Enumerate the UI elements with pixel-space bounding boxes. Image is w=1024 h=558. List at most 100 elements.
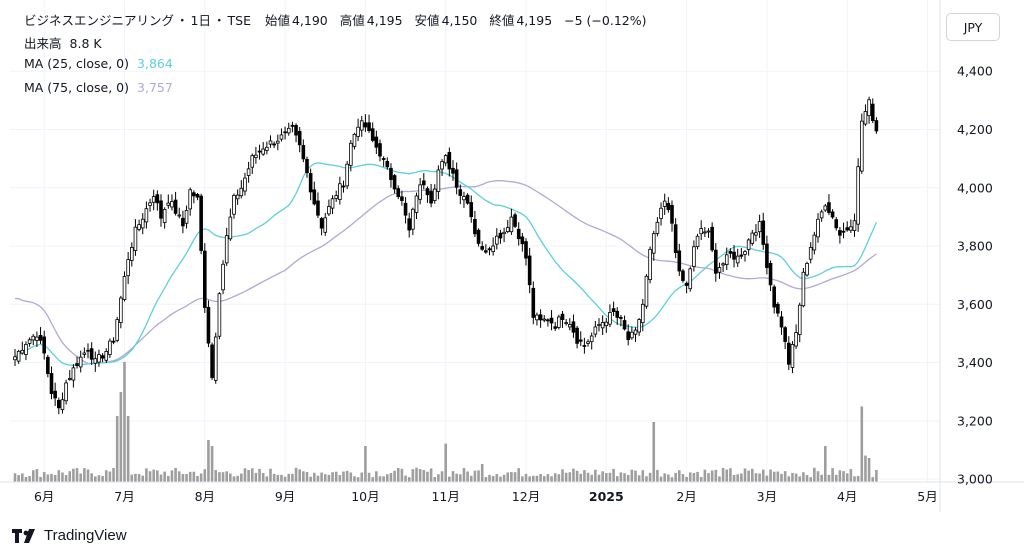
high-value: 4,195	[366, 13, 403, 28]
volume-bar	[521, 476, 524, 482]
volume-bar	[747, 470, 750, 482]
volume-bar	[429, 468, 433, 482]
tradingview-logo[interactable]: TradingView	[12, 527, 127, 544]
price-tick-label: 3,000	[957, 472, 993, 487]
candle-body	[348, 142, 353, 166]
price-tick-label: 4,000	[957, 180, 993, 195]
interval-label[interactable]: 1日	[190, 13, 211, 28]
volume-bar	[375, 471, 378, 482]
volume-bar	[349, 472, 353, 482]
candle-body	[257, 150, 262, 153]
symbol-name[interactable]: ビジネスエンジニアリング	[24, 13, 175, 28]
candle-body	[265, 146, 269, 151]
volume-bar	[232, 476, 236, 482]
candle-body	[367, 122, 371, 132]
legend-ma25[interactable]: MA (25, close, 0) 3,864	[24, 56, 175, 72]
volume-bar	[867, 458, 871, 482]
candle-body	[275, 140, 280, 144]
volume-bar	[411, 469, 415, 482]
candle-body	[491, 245, 495, 252]
volume-bar	[528, 476, 531, 482]
volume-bar	[148, 471, 152, 482]
volume-bar	[703, 469, 707, 482]
volume-bar	[39, 476, 42, 482]
candle-body	[670, 204, 674, 224]
volume-bar	[557, 474, 561, 482]
candle-body	[352, 133, 357, 147]
candle-body	[597, 324, 601, 326]
candle-body	[757, 221, 762, 233]
volume-bar	[783, 471, 787, 482]
candle-body	[177, 214, 182, 217]
candle-body	[768, 262, 773, 286]
volume-bar	[601, 471, 604, 482]
candle-body	[301, 145, 306, 160]
candle-body	[608, 312, 612, 325]
volume-bar	[542, 476, 546, 482]
volume-bar	[648, 472, 652, 482]
candle-body	[108, 340, 112, 355]
volume-bar	[400, 468, 404, 482]
volume-bar	[696, 471, 699, 482]
candle-body	[695, 235, 700, 248]
candle-body	[137, 224, 141, 230]
volume-bar	[261, 472, 265, 482]
legend-volume[interactable]: 出来高 8.8 K	[24, 36, 104, 52]
volume-bar	[572, 468, 575, 482]
candle-body	[794, 332, 798, 347]
volume-bar	[170, 470, 174, 482]
legend-ma75[interactable]: MA (75, close, 0) 3,757	[24, 80, 175, 96]
candle-body	[104, 350, 109, 361]
candle-body	[232, 195, 236, 215]
candle-body	[20, 349, 25, 354]
time-tick-label: 10月	[351, 489, 379, 504]
candle-body	[681, 270, 685, 281]
volume-bar	[302, 471, 305, 482]
candle-body	[370, 128, 375, 141]
candle-body	[841, 230, 846, 233]
volume-bar	[214, 470, 218, 482]
volume-bar	[517, 468, 520, 482]
currency-button[interactable]: JPY	[946, 13, 1000, 41]
volume-bar	[772, 471, 776, 482]
candle-body	[761, 220, 766, 245]
candle-body	[535, 314, 539, 321]
candle-body	[403, 202, 408, 216]
volume-bar	[466, 471, 469, 482]
volume-bar	[469, 475, 473, 482]
volume-bar	[21, 473, 24, 482]
volume-bar	[532, 475, 535, 482]
volume-bar	[276, 474, 280, 482]
high-label: 高値	[339, 13, 365, 28]
candle-body	[494, 235, 499, 245]
volume-bar	[265, 476, 269, 482]
candle-body	[487, 248, 492, 251]
volume-bar	[167, 475, 170, 482]
volume-bar	[254, 472, 258, 482]
candle-body	[243, 177, 247, 192]
volume-bar	[710, 470, 714, 482]
candle-body	[651, 233, 656, 254]
volume-bar	[448, 476, 451, 482]
close-value: 4,195	[516, 13, 553, 28]
candle-body	[327, 206, 331, 215]
volume-bar	[94, 476, 97, 482]
candle-body	[407, 218, 411, 231]
candle-body	[129, 247, 134, 261]
volume-value: 8.8 K	[69, 36, 102, 51]
candle-body	[823, 205, 828, 211]
candle-body	[184, 210, 189, 224]
candle-body	[319, 218, 324, 229]
volume-bar	[871, 477, 875, 482]
volume-bar	[440, 471, 444, 482]
candle-body	[520, 236, 525, 245]
volume-bar	[758, 473, 761, 482]
candle-body	[250, 155, 255, 168]
volume-bar	[667, 474, 670, 482]
volume-bar	[382, 476, 385, 482]
candle-body	[502, 231, 506, 235]
volume-bar	[104, 470, 108, 482]
candle-body	[272, 143, 276, 146]
candle-body	[816, 218, 820, 238]
